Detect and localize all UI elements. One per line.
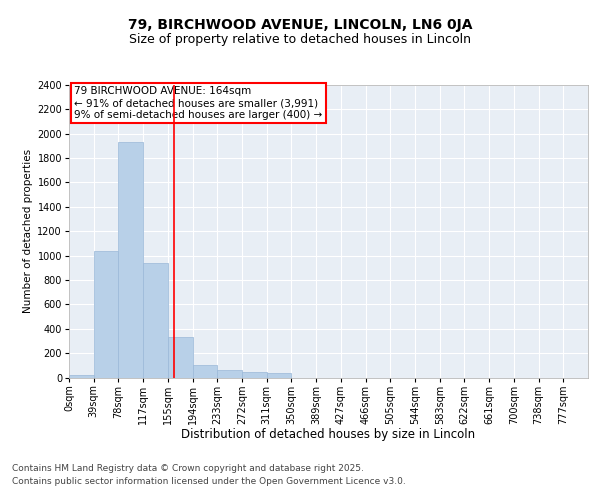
Bar — [242, 372, 267, 378]
Bar — [118, 142, 143, 378]
Text: Contains HM Land Registry data © Crown copyright and database right 2025.: Contains HM Land Registry data © Crown c… — [12, 464, 364, 473]
Bar — [94, 251, 118, 378]
Bar — [193, 364, 217, 378]
X-axis label: Distribution of detached houses by size in Lincoln: Distribution of detached houses by size … — [181, 428, 476, 441]
Bar — [168, 338, 193, 378]
Text: Size of property relative to detached houses in Lincoln: Size of property relative to detached ho… — [129, 32, 471, 46]
Bar — [69, 375, 94, 378]
Text: Contains public sector information licensed under the Open Government Licence v3: Contains public sector information licen… — [12, 478, 406, 486]
Bar — [217, 370, 242, 378]
Bar — [267, 373, 292, 378]
Y-axis label: Number of detached properties: Number of detached properties — [23, 149, 33, 314]
Bar — [143, 263, 168, 378]
Text: 79 BIRCHWOOD AVENUE: 164sqm
← 91% of detached houses are smaller (3,991)
9% of s: 79 BIRCHWOOD AVENUE: 164sqm ← 91% of det… — [74, 86, 322, 120]
Text: 79, BIRCHWOOD AVENUE, LINCOLN, LN6 0JA: 79, BIRCHWOOD AVENUE, LINCOLN, LN6 0JA — [128, 18, 472, 32]
